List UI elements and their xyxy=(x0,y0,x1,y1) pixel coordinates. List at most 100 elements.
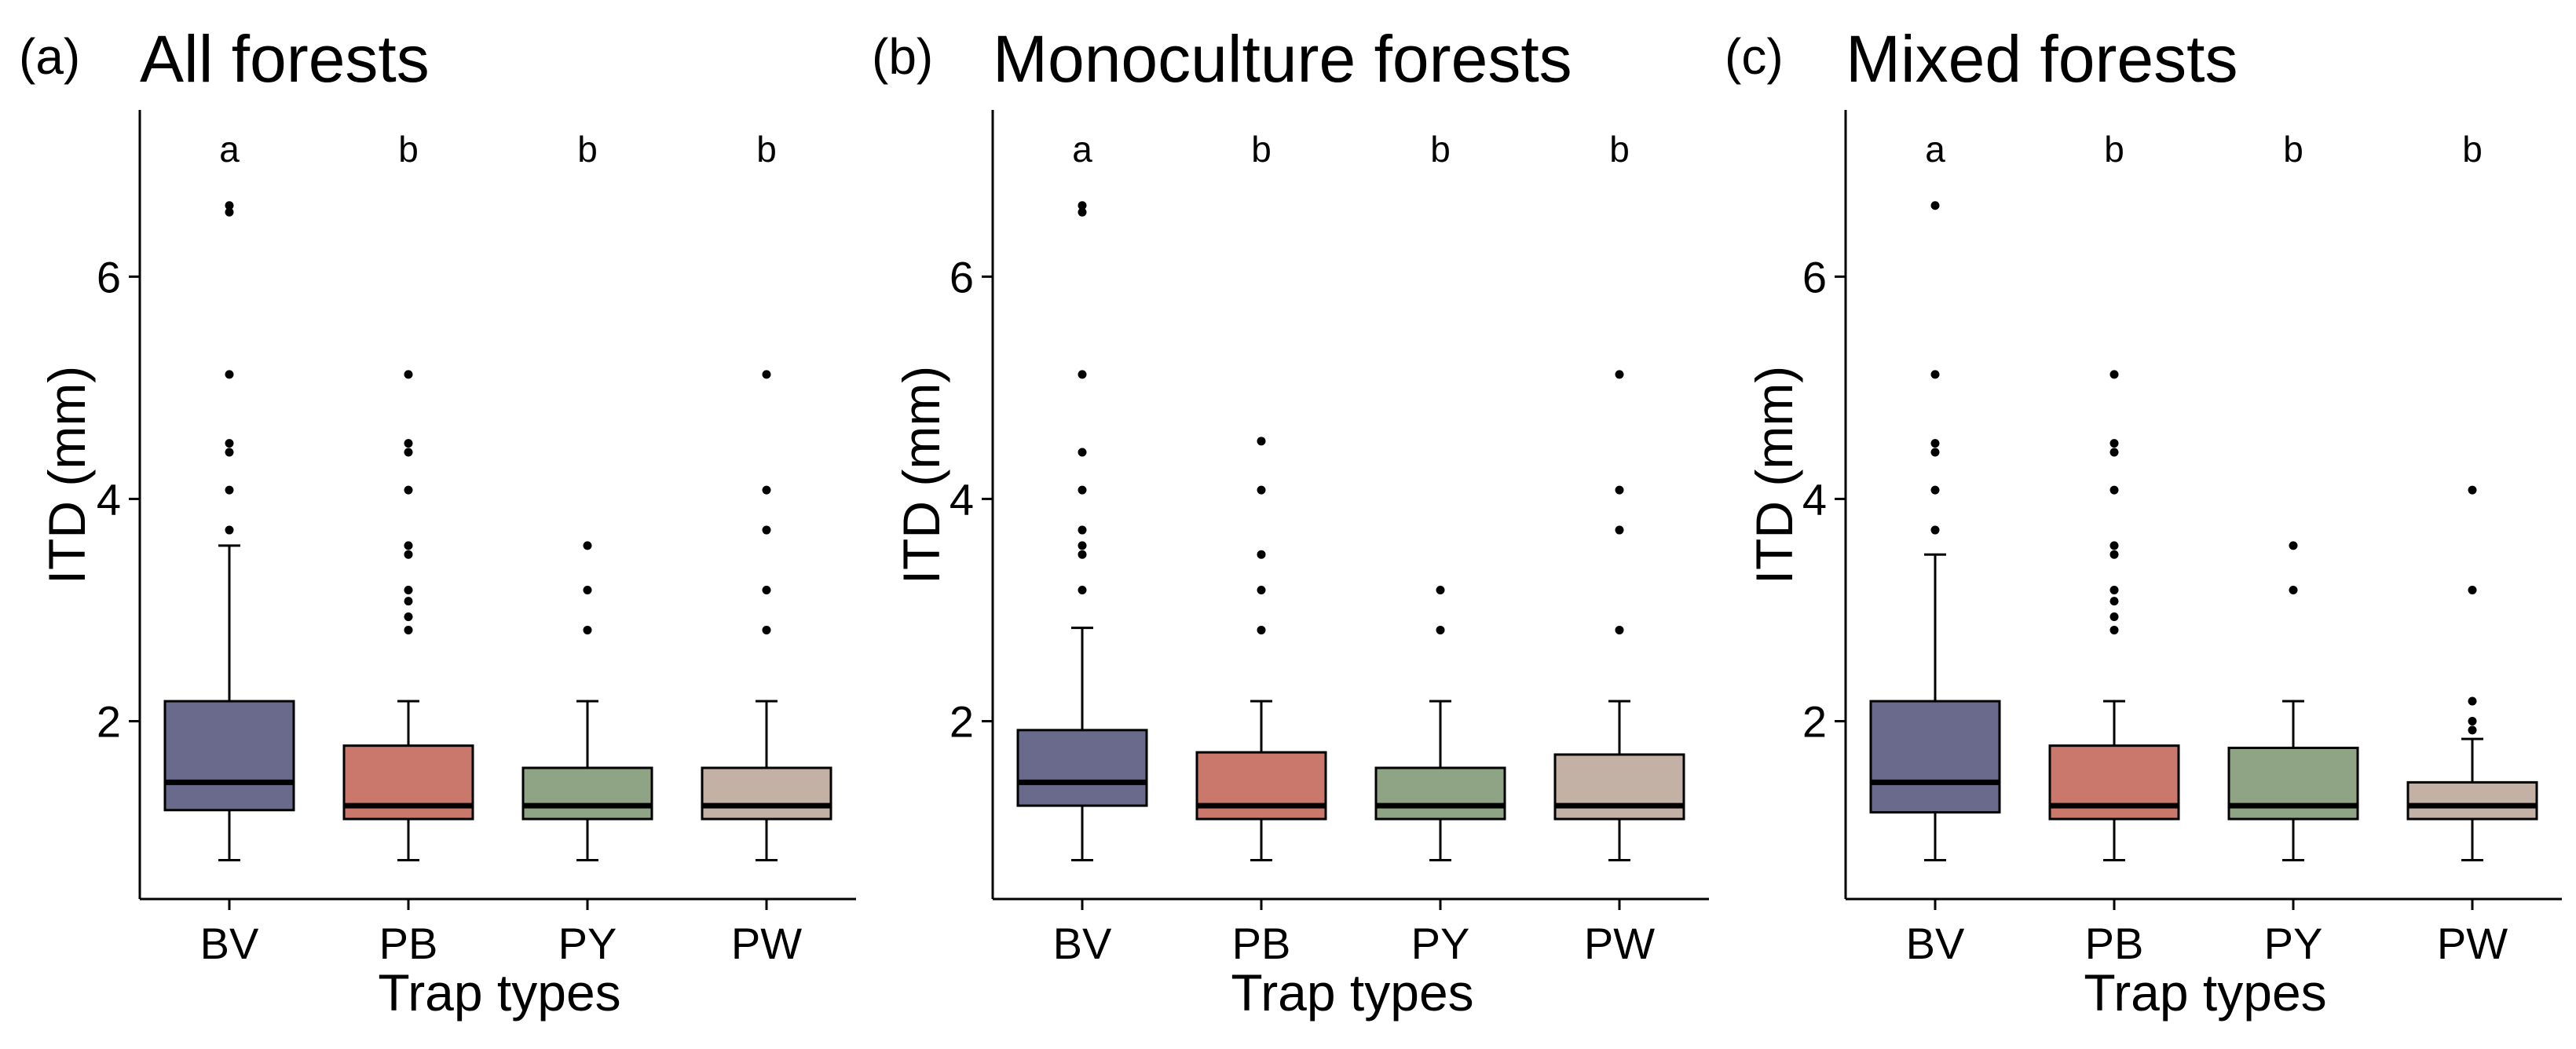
outlier-point xyxy=(762,485,771,495)
outlier-point xyxy=(1078,585,1087,594)
outlier-point xyxy=(1078,541,1087,550)
iqr-box xyxy=(1195,751,1327,821)
x-tick-label: PW xyxy=(2437,919,2508,968)
x-tick-label: BV xyxy=(1906,919,1965,968)
outlier-point xyxy=(1257,625,1266,634)
iqr-box xyxy=(521,766,653,821)
significance-letter: b xyxy=(577,129,598,170)
outlier-point xyxy=(404,485,413,495)
outlier-point xyxy=(1615,370,1624,379)
outlier-point xyxy=(762,585,771,594)
iqr-box xyxy=(2406,780,2538,821)
outlier-point xyxy=(1615,485,1624,495)
outlier-point xyxy=(1078,550,1087,559)
outlier-point xyxy=(2109,585,2119,594)
outlier-point xyxy=(2109,597,2119,606)
y-tick-label: 2 xyxy=(97,697,121,747)
outlier-point xyxy=(404,597,413,606)
outlier-point xyxy=(1078,207,1087,217)
outlier-point xyxy=(2109,485,2119,495)
outlier-point xyxy=(2289,541,2298,550)
outlier-point xyxy=(1436,585,1445,594)
plot-area: 2 4 6 BV a PB b PY b PW b xyxy=(950,110,1709,968)
box-py xyxy=(2227,541,2359,861)
outlier-point xyxy=(2109,439,2119,448)
panel-all-forests: (a) All forests ITD (mm) Trap types 2 4 6 B… xyxy=(19,22,856,1022)
iqr-box xyxy=(163,700,295,812)
y-tick-label: 6 xyxy=(97,252,121,302)
outlier-point xyxy=(404,439,413,448)
significance-letter: a xyxy=(219,129,240,170)
outlier-point xyxy=(2468,696,2477,706)
outlier-point xyxy=(583,625,592,634)
outlier-point xyxy=(1078,448,1087,457)
x-tick-label: PB xyxy=(379,919,438,968)
panel-mixed-forests: (c) Mixed forests ITD (mm) Trap types 2 4… xyxy=(1725,22,2562,1022)
outlier-point xyxy=(1930,525,1940,535)
outlier-point xyxy=(2289,585,2298,594)
outlier-point xyxy=(2109,625,2119,634)
iqr-box xyxy=(1374,766,1506,821)
x-tick-label: PW xyxy=(731,919,802,968)
outlier-point xyxy=(225,525,234,535)
x-axis-title: Trap types xyxy=(2084,963,2326,1022)
panel-title: Mixed forests xyxy=(1846,22,2238,96)
outlier-point xyxy=(583,541,592,550)
outlier-point xyxy=(2109,370,2119,379)
outlier-point xyxy=(762,370,771,379)
box-pw xyxy=(701,370,832,861)
significance-letter: b xyxy=(2462,129,2483,170)
box-py xyxy=(521,541,653,861)
outlier-point xyxy=(2109,541,2119,550)
significance-letter: b xyxy=(2283,129,2303,170)
outlier-point xyxy=(1615,525,1624,535)
outlier-point xyxy=(1930,439,1940,448)
box-bv xyxy=(163,201,295,861)
y-axis-title: ITD (mm) xyxy=(1745,366,1803,585)
outlier-point xyxy=(583,585,592,594)
outlier-point xyxy=(1930,201,1940,210)
box-pw xyxy=(1553,370,1685,861)
outlier-point xyxy=(762,625,771,634)
x-tick-label: PY xyxy=(2264,919,2323,968)
outlier-point xyxy=(225,439,234,448)
outlier-point xyxy=(2468,726,2477,735)
outlier-point xyxy=(1257,437,1266,446)
panel-label: (a) xyxy=(19,28,80,85)
y-tick-label: 2 xyxy=(950,697,974,747)
y-axis-title: ITD (mm) xyxy=(892,366,950,585)
outlier-point xyxy=(1257,585,1266,594)
significance-letter: b xyxy=(1609,129,1630,170)
outlier-point xyxy=(1436,625,1445,634)
outlier-point xyxy=(2109,612,2119,621)
x-tick-label: BV xyxy=(200,919,259,968)
y-tick-label: 6 xyxy=(950,252,974,302)
x-tick-label: PW xyxy=(1584,919,1655,968)
outlier-point xyxy=(225,485,234,495)
box-bv xyxy=(1016,201,1148,861)
significance-letter: b xyxy=(398,129,419,170)
outlier-point xyxy=(1615,625,1624,634)
outlier-point xyxy=(762,525,771,535)
outlier-point xyxy=(404,585,413,594)
outlier-point xyxy=(1078,370,1087,379)
outlier-point xyxy=(1257,485,1266,495)
panel-monoculture-forests: (b) Monoculture forests ITD (mm) Trap ty… xyxy=(872,22,1709,1022)
outlier-point xyxy=(1930,485,1940,495)
y-tick-label: 4 xyxy=(1802,474,1827,524)
outlier-point xyxy=(2109,448,2119,457)
x-axis-title: Trap types xyxy=(1231,963,1473,1022)
outlier-point xyxy=(225,201,234,210)
x-tick-label: PY xyxy=(558,919,617,968)
outlier-point xyxy=(1930,448,1940,457)
outlier-point xyxy=(2468,717,2477,726)
outlier-point xyxy=(404,448,413,457)
significance-letter: b xyxy=(1430,129,1451,170)
outlier-point xyxy=(1078,525,1087,535)
outlier-point xyxy=(404,370,413,379)
outlier-point xyxy=(1257,550,1266,559)
outlier-point xyxy=(404,541,413,550)
significance-letter: b xyxy=(2104,129,2124,170)
